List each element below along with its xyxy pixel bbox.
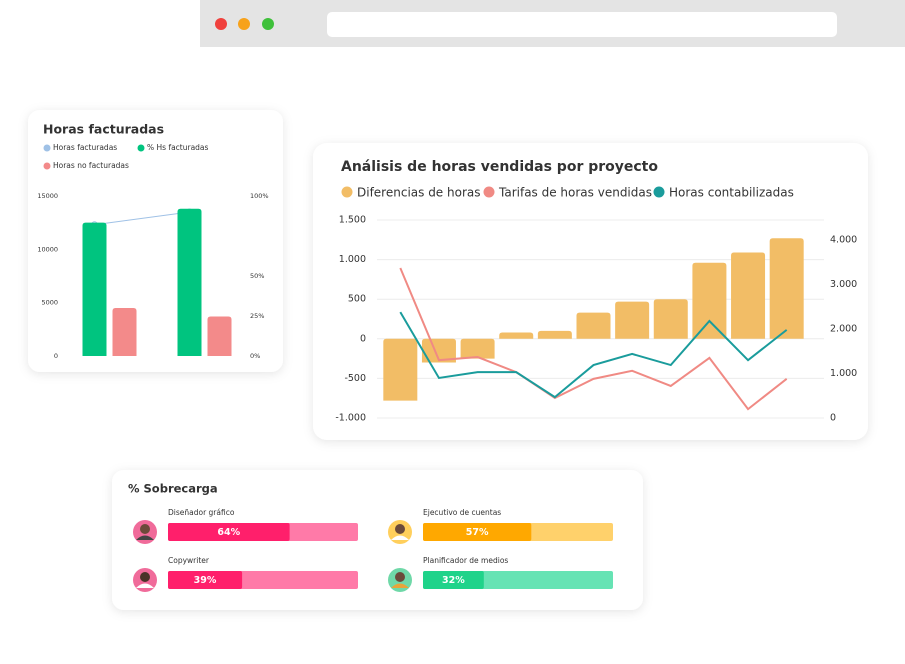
legend-swatch bbox=[483, 186, 495, 198]
bar bbox=[615, 301, 650, 339]
bar bbox=[207, 316, 232, 356]
bar-category: Copywriter bbox=[168, 556, 210, 565]
maximize-dot[interactable] bbox=[262, 18, 274, 30]
bar bbox=[769, 238, 804, 339]
y2-tick-label: 25% bbox=[250, 312, 264, 320]
avatar bbox=[388, 568, 412, 592]
line bbox=[399, 267, 788, 411]
y-tick-label: 15000 bbox=[37, 192, 58, 200]
y2-tick-label: 50% bbox=[250, 272, 264, 280]
chart-title: Horas facturadas bbox=[43, 122, 164, 137]
y2-tick-label: 4.000 bbox=[830, 235, 857, 246]
legend-swatch bbox=[43, 144, 51, 152]
legend-swatch bbox=[341, 186, 353, 198]
bar bbox=[423, 523, 532, 541]
legend-swatch bbox=[43, 162, 51, 170]
avatar bbox=[133, 520, 157, 544]
y-tick-label: 10000 bbox=[37, 245, 58, 253]
legend-label: % Hs facturadas bbox=[147, 143, 209, 152]
minimize-dot[interactable] bbox=[238, 18, 250, 30]
bar bbox=[383, 338, 418, 401]
y-tick-label: 0 bbox=[360, 333, 366, 344]
bar bbox=[576, 312, 611, 339]
y2-tick-label: 100% bbox=[250, 192, 269, 200]
bar bbox=[423, 571, 484, 589]
value-label: 64% bbox=[217, 527, 240, 538]
card bbox=[313, 143, 868, 440]
chart-title: Análisis de horas vendidas por proyecto bbox=[341, 159, 658, 175]
bar bbox=[499, 332, 534, 339]
y2-tick-label: 1.000 bbox=[830, 368, 857, 379]
bar bbox=[112, 308, 137, 356]
value-label: 39% bbox=[194, 575, 217, 586]
y2-tick-label: 2.000 bbox=[830, 324, 857, 335]
bar-category: Planificador de medios bbox=[423, 556, 508, 565]
bar-category: Ejecutivo de cuentas bbox=[423, 508, 501, 517]
close-dot[interactable] bbox=[215, 18, 227, 30]
y2-tick-label: 3.000 bbox=[830, 279, 857, 290]
url-field[interactable] bbox=[327, 12, 837, 37]
value-label: 32% bbox=[442, 575, 465, 586]
avatar bbox=[388, 520, 412, 544]
bar bbox=[653, 299, 688, 339]
y2-tick-label: 0% bbox=[250, 352, 260, 360]
legend-label: Horas no facturadas bbox=[53, 161, 129, 170]
bar bbox=[177, 208, 202, 356]
y-tick-label: 500 bbox=[348, 294, 366, 305]
bar bbox=[421, 338, 456, 363]
y-tick-label: 0 bbox=[54, 352, 58, 360]
y-tick-label: 1.500 bbox=[339, 215, 366, 226]
bar bbox=[731, 252, 766, 339]
legend-label: Diferencias de horas bbox=[357, 186, 481, 200]
bar-category: Diseñador gráfico bbox=[168, 508, 235, 517]
y-tick-label: -1.000 bbox=[335, 413, 366, 424]
legend-label: Horas facturadas bbox=[53, 143, 117, 152]
line bbox=[399, 311, 788, 399]
legend-label: Tarifas de horas vendidas bbox=[498, 186, 652, 200]
bar bbox=[82, 222, 107, 356]
bar bbox=[537, 330, 572, 339]
legend-swatch bbox=[653, 186, 665, 198]
y-tick-label: 1.000 bbox=[339, 254, 366, 265]
bar bbox=[460, 338, 495, 359]
legend-label: Horas contabilizadas bbox=[669, 186, 794, 200]
value-label: 57% bbox=[466, 527, 489, 538]
y-tick-label: -500 bbox=[344, 373, 366, 384]
line bbox=[94, 211, 190, 226]
bar bbox=[168, 571, 243, 589]
bar bbox=[692, 262, 727, 339]
bar bbox=[168, 523, 290, 541]
avatar bbox=[133, 568, 157, 592]
y-tick-label: 5000 bbox=[41, 299, 58, 307]
y2-tick-label: 0 bbox=[830, 413, 836, 424]
chart-title: % Sobrecarga bbox=[128, 482, 218, 496]
legend-swatch bbox=[137, 144, 145, 152]
